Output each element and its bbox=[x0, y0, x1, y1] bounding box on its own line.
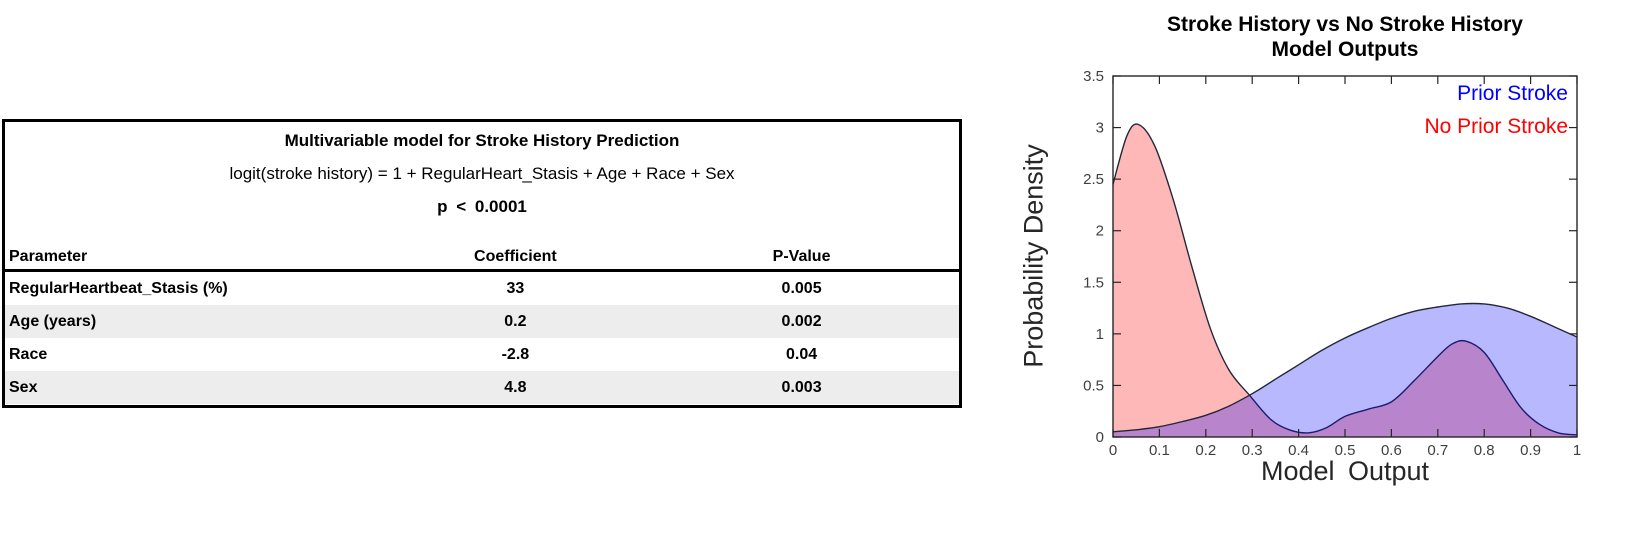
x-tick-label: 0.4 bbox=[1288, 442, 1309, 459]
p-value-cell: 0.04 bbox=[786, 345, 818, 363]
parameter-cell: Age (years) bbox=[9, 312, 97, 330]
density-plot: 0 0.1 0.2 0.3 0.4 0.5 0.6 0.7 0.8 0.9 1 0 0.5 1 1.5 2 2.… bbox=[1083, 68, 1581, 459]
significance-note: p < 0.0001 bbox=[437, 197, 527, 216]
density-fill-no-prior-stroke bbox=[1113, 124, 1577, 438]
model-equation: logit(stroke history) = 1 + RegularHeart… bbox=[229, 164, 735, 183]
column-header-p-value: P-Value bbox=[772, 247, 831, 265]
table-row: Sex 4.8 0.003 bbox=[5, 371, 959, 404]
x-tick-label: 0.3 bbox=[1242, 442, 1263, 459]
y-tick-label: 0 bbox=[1096, 429, 1104, 446]
x-tick-label: 0.7 bbox=[1427, 442, 1448, 459]
density-curve-prior-stroke bbox=[1112, 302, 1578, 433]
chart-title-line-1: Stroke History vs No Stroke History bbox=[1167, 13, 1523, 36]
y-tick-label: 3 bbox=[1096, 120, 1104, 137]
y-tick-label: 0.5 bbox=[1083, 377, 1104, 394]
x-tick-label: 1 bbox=[1573, 442, 1581, 459]
x-tick-label: 0.9 bbox=[1520, 442, 1541, 459]
chart-title-line-2: Model Outputs bbox=[1271, 38, 1419, 61]
y-tick-label: 3.5 bbox=[1083, 68, 1104, 85]
table-row: Age (years) 0.2 0.002 bbox=[5, 305, 959, 338]
table-row: Race -2.8 0.04 bbox=[5, 338, 959, 371]
legend-entry-no-prior-stroke: No Prior Stroke bbox=[1424, 115, 1568, 138]
coefficient-cell: 33 bbox=[506, 279, 525, 297]
x-tick-label: 0.1 bbox=[1149, 442, 1170, 459]
x-tick-label: 0 bbox=[1109, 442, 1117, 459]
chart-title: Stroke History vs No Stroke History Mode… bbox=[1103, 12, 1587, 62]
table-header-row: Parameter Coefficient P-Value bbox=[5, 244, 959, 272]
y-tick-label: 1 bbox=[1096, 326, 1104, 343]
x-tick-label: 0.5 bbox=[1335, 442, 1356, 459]
p-value-cell: 0.005 bbox=[781, 279, 822, 297]
density-curve-no-prior-stroke bbox=[1112, 123, 1578, 436]
table-row: RegularHeartbeat_Stasis (%) 33 0.005 bbox=[5, 272, 959, 305]
x-tick-label: 0.2 bbox=[1195, 442, 1216, 459]
coefficient-cell: 4.8 bbox=[504, 378, 527, 396]
parameter-cell: Race bbox=[9, 345, 48, 363]
p-value-cell: 0.002 bbox=[781, 312, 822, 330]
table-title: Multivariable model for Stroke History P… bbox=[284, 131, 680, 150]
coefficient-cell: -2.8 bbox=[501, 345, 530, 363]
y-tick-label: 1.5 bbox=[1083, 274, 1104, 291]
x-tick-label: 0.8 bbox=[1474, 442, 1495, 459]
y-tick-label: 2 bbox=[1096, 223, 1104, 240]
density-fill-prior-stroke bbox=[1113, 303, 1577, 437]
results-table: Multivariable model for Stroke History P… bbox=[2, 119, 962, 408]
parameter-cell: Sex bbox=[9, 378, 38, 396]
legend-entry-prior-stroke: Prior Stroke bbox=[1457, 82, 1568, 105]
column-header-coefficient: Coefficient bbox=[474, 247, 557, 265]
y-axis-label: Probability Density bbox=[1018, 144, 1049, 368]
column-header-parameter: Parameter bbox=[9, 247, 88, 265]
coefficient-cell: 0.2 bbox=[504, 312, 527, 330]
parameter-cell: RegularHeartbeat_Stasis (%) bbox=[9, 279, 228, 297]
p-value-cell: 0.003 bbox=[781, 378, 822, 396]
x-tick-label: 0.6 bbox=[1381, 442, 1402, 459]
x-axis-label: Model Output bbox=[1260, 456, 1430, 486]
y-tick-label: 2.5 bbox=[1083, 171, 1104, 188]
